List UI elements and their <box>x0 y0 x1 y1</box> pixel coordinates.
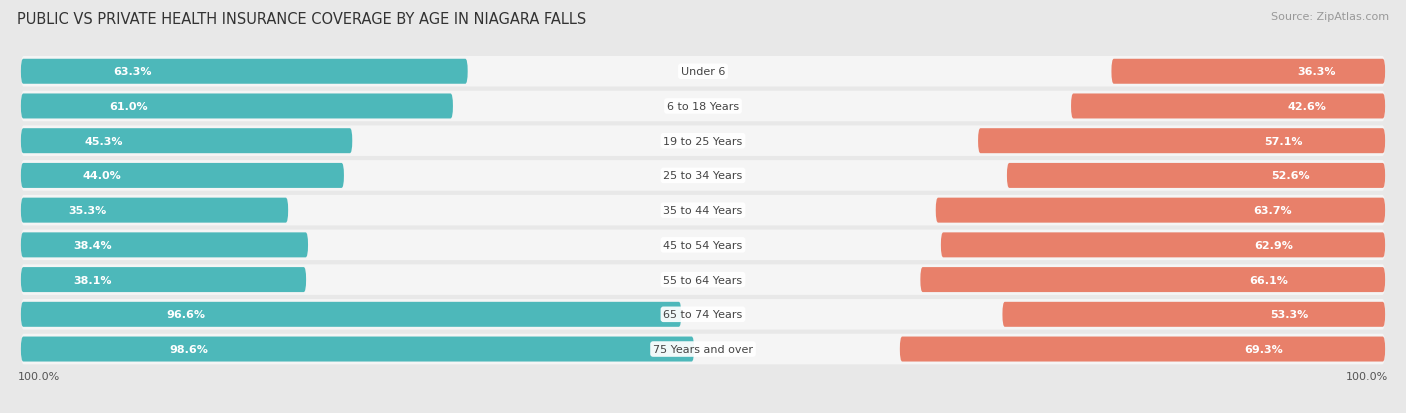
FancyBboxPatch shape <box>1002 302 1385 327</box>
Text: 96.6%: 96.6% <box>166 310 205 320</box>
Text: 45 to 54 Years: 45 to 54 Years <box>664 240 742 250</box>
Text: PUBLIC VS PRIVATE HEALTH INSURANCE COVERAGE BY AGE IN NIAGARA FALLS: PUBLIC VS PRIVATE HEALTH INSURANCE COVER… <box>17 12 586 27</box>
FancyBboxPatch shape <box>21 164 344 188</box>
Text: 62.9%: 62.9% <box>1254 240 1294 250</box>
FancyBboxPatch shape <box>979 129 1385 154</box>
Text: 44.0%: 44.0% <box>83 171 121 181</box>
FancyBboxPatch shape <box>21 57 1385 87</box>
Text: 100.0%: 100.0% <box>1347 370 1389 381</box>
Text: 36.3%: 36.3% <box>1298 67 1336 77</box>
FancyBboxPatch shape <box>21 302 681 327</box>
Text: 66.1%: 66.1% <box>1250 275 1288 285</box>
Text: 63.7%: 63.7% <box>1254 206 1292 216</box>
FancyBboxPatch shape <box>921 268 1385 292</box>
FancyBboxPatch shape <box>21 126 1385 157</box>
Text: 55 to 64 Years: 55 to 64 Years <box>664 275 742 285</box>
Text: 63.3%: 63.3% <box>114 67 152 77</box>
Text: 100.0%: 100.0% <box>17 370 59 381</box>
FancyBboxPatch shape <box>21 268 307 292</box>
FancyBboxPatch shape <box>21 94 453 119</box>
Text: 35 to 44 Years: 35 to 44 Years <box>664 206 742 216</box>
Text: Under 6: Under 6 <box>681 67 725 77</box>
Text: 42.6%: 42.6% <box>1286 102 1326 112</box>
Text: 75 Years and over: 75 Years and over <box>652 344 754 354</box>
FancyBboxPatch shape <box>21 265 1385 295</box>
Text: 38.1%: 38.1% <box>73 275 111 285</box>
Text: Source: ZipAtlas.com: Source: ZipAtlas.com <box>1271 12 1389 22</box>
Text: 52.6%: 52.6% <box>1271 171 1310 181</box>
Text: 45.3%: 45.3% <box>84 136 122 146</box>
FancyBboxPatch shape <box>21 337 695 362</box>
FancyBboxPatch shape <box>936 198 1385 223</box>
FancyBboxPatch shape <box>21 59 468 85</box>
FancyBboxPatch shape <box>21 195 1385 226</box>
Text: 65 to 74 Years: 65 to 74 Years <box>664 310 742 320</box>
Text: 25 to 34 Years: 25 to 34 Years <box>664 171 742 181</box>
FancyBboxPatch shape <box>21 91 1385 122</box>
Text: 53.3%: 53.3% <box>1271 310 1309 320</box>
FancyBboxPatch shape <box>21 233 308 258</box>
Text: 6 to 18 Years: 6 to 18 Years <box>666 102 740 112</box>
Text: 19 to 25 Years: 19 to 25 Years <box>664 136 742 146</box>
Text: 61.0%: 61.0% <box>110 102 148 112</box>
Text: 35.3%: 35.3% <box>69 206 107 216</box>
FancyBboxPatch shape <box>1111 59 1385 85</box>
Text: 38.4%: 38.4% <box>73 240 112 250</box>
FancyBboxPatch shape <box>21 129 353 154</box>
FancyBboxPatch shape <box>21 334 1385 364</box>
FancyBboxPatch shape <box>21 198 288 223</box>
FancyBboxPatch shape <box>21 161 1385 191</box>
FancyBboxPatch shape <box>941 233 1385 258</box>
FancyBboxPatch shape <box>900 337 1385 362</box>
Text: 69.3%: 69.3% <box>1244 344 1284 354</box>
FancyBboxPatch shape <box>1071 94 1385 119</box>
Text: 57.1%: 57.1% <box>1264 136 1302 146</box>
FancyBboxPatch shape <box>21 299 1385 330</box>
Text: 98.6%: 98.6% <box>170 344 208 354</box>
FancyBboxPatch shape <box>1007 164 1385 188</box>
FancyBboxPatch shape <box>21 230 1385 261</box>
